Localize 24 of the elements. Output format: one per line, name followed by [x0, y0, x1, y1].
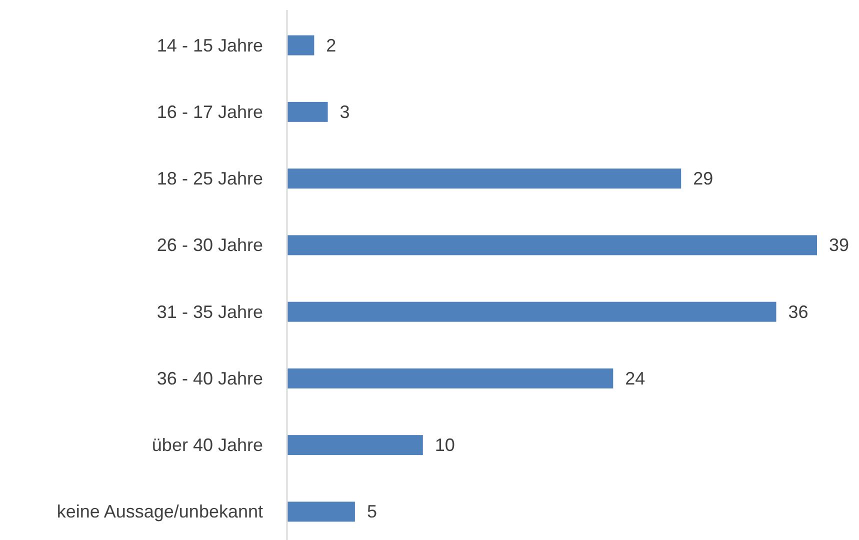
data-label: 2	[326, 35, 336, 56]
data-label: 5	[366, 502, 377, 522]
data-label: 3	[340, 102, 350, 122]
bar	[287, 168, 682, 189]
y-tick-label: über 40 Jahre	[152, 435, 263, 456]
data-label: 10	[434, 435, 455, 456]
bar	[287, 502, 355, 522]
y-tick-label: 14 - 15 Jahre	[156, 35, 263, 56]
data-label: 24	[625, 368, 646, 388]
bar	[287, 302, 776, 322]
bar	[287, 435, 423, 456]
y-tick-label: keine Aussage/unbekannt	[56, 502, 263, 522]
bar	[287, 102, 328, 122]
y-tick-label: 16 - 17 Jahre	[156, 102, 263, 122]
bar	[287, 35, 314, 56]
y-tick-label: 36 - 40 Jahre	[156, 368, 263, 388]
data-label: 36	[788, 302, 808, 322]
bar	[287, 235, 817, 256]
data-label: 29	[693, 168, 714, 189]
y-tick-label: 18 - 25 Jahre	[156, 168, 263, 189]
y-tick-label: 31 - 35 Jahre	[156, 302, 263, 322]
bar	[287, 368, 614, 388]
y-tick-label: 26 - 30 Jahre	[156, 235, 263, 256]
data-label: 39	[829, 235, 850, 256]
